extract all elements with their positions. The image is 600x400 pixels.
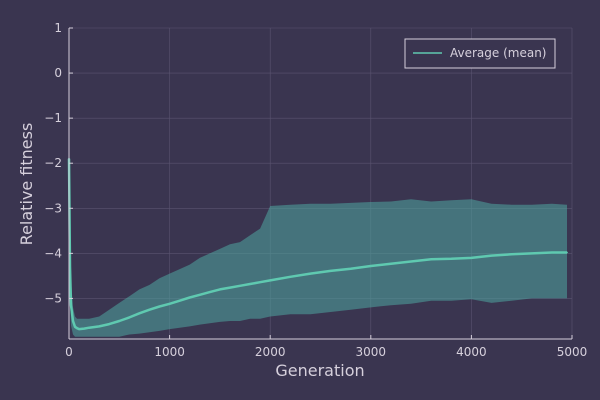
legend-label-average-mean: Average (mean) bbox=[450, 46, 547, 60]
axes bbox=[68, 27, 573, 340]
x-axis-label: Generation bbox=[275, 361, 364, 380]
series-point bbox=[138, 312, 141, 315]
series-point bbox=[98, 325, 101, 328]
y-axis-label: Relative fitness bbox=[17, 123, 36, 246]
y-tick-label: 1 bbox=[54, 21, 62, 35]
series-point bbox=[551, 251, 553, 254]
x-tick-label: 3000 bbox=[356, 345, 387, 359]
series-point bbox=[83, 327, 85, 330]
series-point bbox=[450, 257, 453, 260]
series-point bbox=[530, 252, 533, 255]
series-point bbox=[510, 253, 513, 256]
spread-band-layer bbox=[69, 145, 567, 337]
legend: Average (mean) bbox=[404, 38, 556, 69]
series-point bbox=[69, 266, 71, 268]
series-point bbox=[566, 251, 568, 254]
series-point bbox=[108, 323, 111, 325]
spread-band bbox=[69, 145, 567, 337]
series-point bbox=[219, 288, 221, 291]
series-point bbox=[229, 286, 231, 289]
y-tick-label: −4 bbox=[44, 246, 62, 260]
series-point bbox=[490, 254, 493, 257]
series-point bbox=[259, 281, 261, 284]
series-point bbox=[329, 270, 332, 272]
series-point bbox=[158, 305, 161, 308]
y-tick-label: −2 bbox=[44, 156, 62, 170]
series-point bbox=[118, 320, 121, 322]
series-point bbox=[208, 291, 211, 293]
x-tick-label: 0 bbox=[65, 345, 73, 359]
series-point bbox=[148, 308, 151, 311]
series-point bbox=[74, 325, 76, 328]
series-point bbox=[70, 304, 72, 307]
series-point bbox=[198, 293, 201, 296]
series-point bbox=[369, 265, 372, 267]
series-point bbox=[188, 296, 191, 299]
series-point bbox=[168, 302, 171, 305]
series-point bbox=[76, 327, 78, 330]
x-tick-label: 4000 bbox=[456, 345, 487, 359]
x-tick-label: 2000 bbox=[255, 345, 286, 359]
series-layer bbox=[67, 157, 568, 331]
x-tick-label: 1000 bbox=[154, 345, 185, 359]
series-point bbox=[249, 283, 252, 285]
x-tick-label: 5000 bbox=[557, 345, 588, 359]
series-point bbox=[78, 328, 80, 330]
series-point bbox=[178, 299, 181, 302]
series-point bbox=[309, 272, 312, 275]
series-point bbox=[430, 258, 433, 261]
series-point bbox=[410, 260, 412, 263]
series-point bbox=[390, 262, 392, 265]
y-tick-label: 0 bbox=[54, 66, 62, 80]
y-tick-label: −1 bbox=[44, 111, 62, 125]
series-point bbox=[88, 326, 90, 329]
series-point bbox=[289, 275, 292, 278]
series-point bbox=[269, 279, 272, 282]
series-point bbox=[128, 316, 131, 319]
series-point bbox=[470, 257, 473, 259]
y-tick-label: −3 bbox=[44, 201, 62, 215]
series-point bbox=[72, 320, 74, 322]
y-tick-label: −5 bbox=[44, 291, 62, 305]
tick-labels: 0 1000 2000 3000 4000 5000 1 0 −1 −2 −3 −4 −5 bbox=[44, 21, 587, 359]
series-point bbox=[349, 267, 352, 270]
series-point bbox=[239, 284, 241, 287]
